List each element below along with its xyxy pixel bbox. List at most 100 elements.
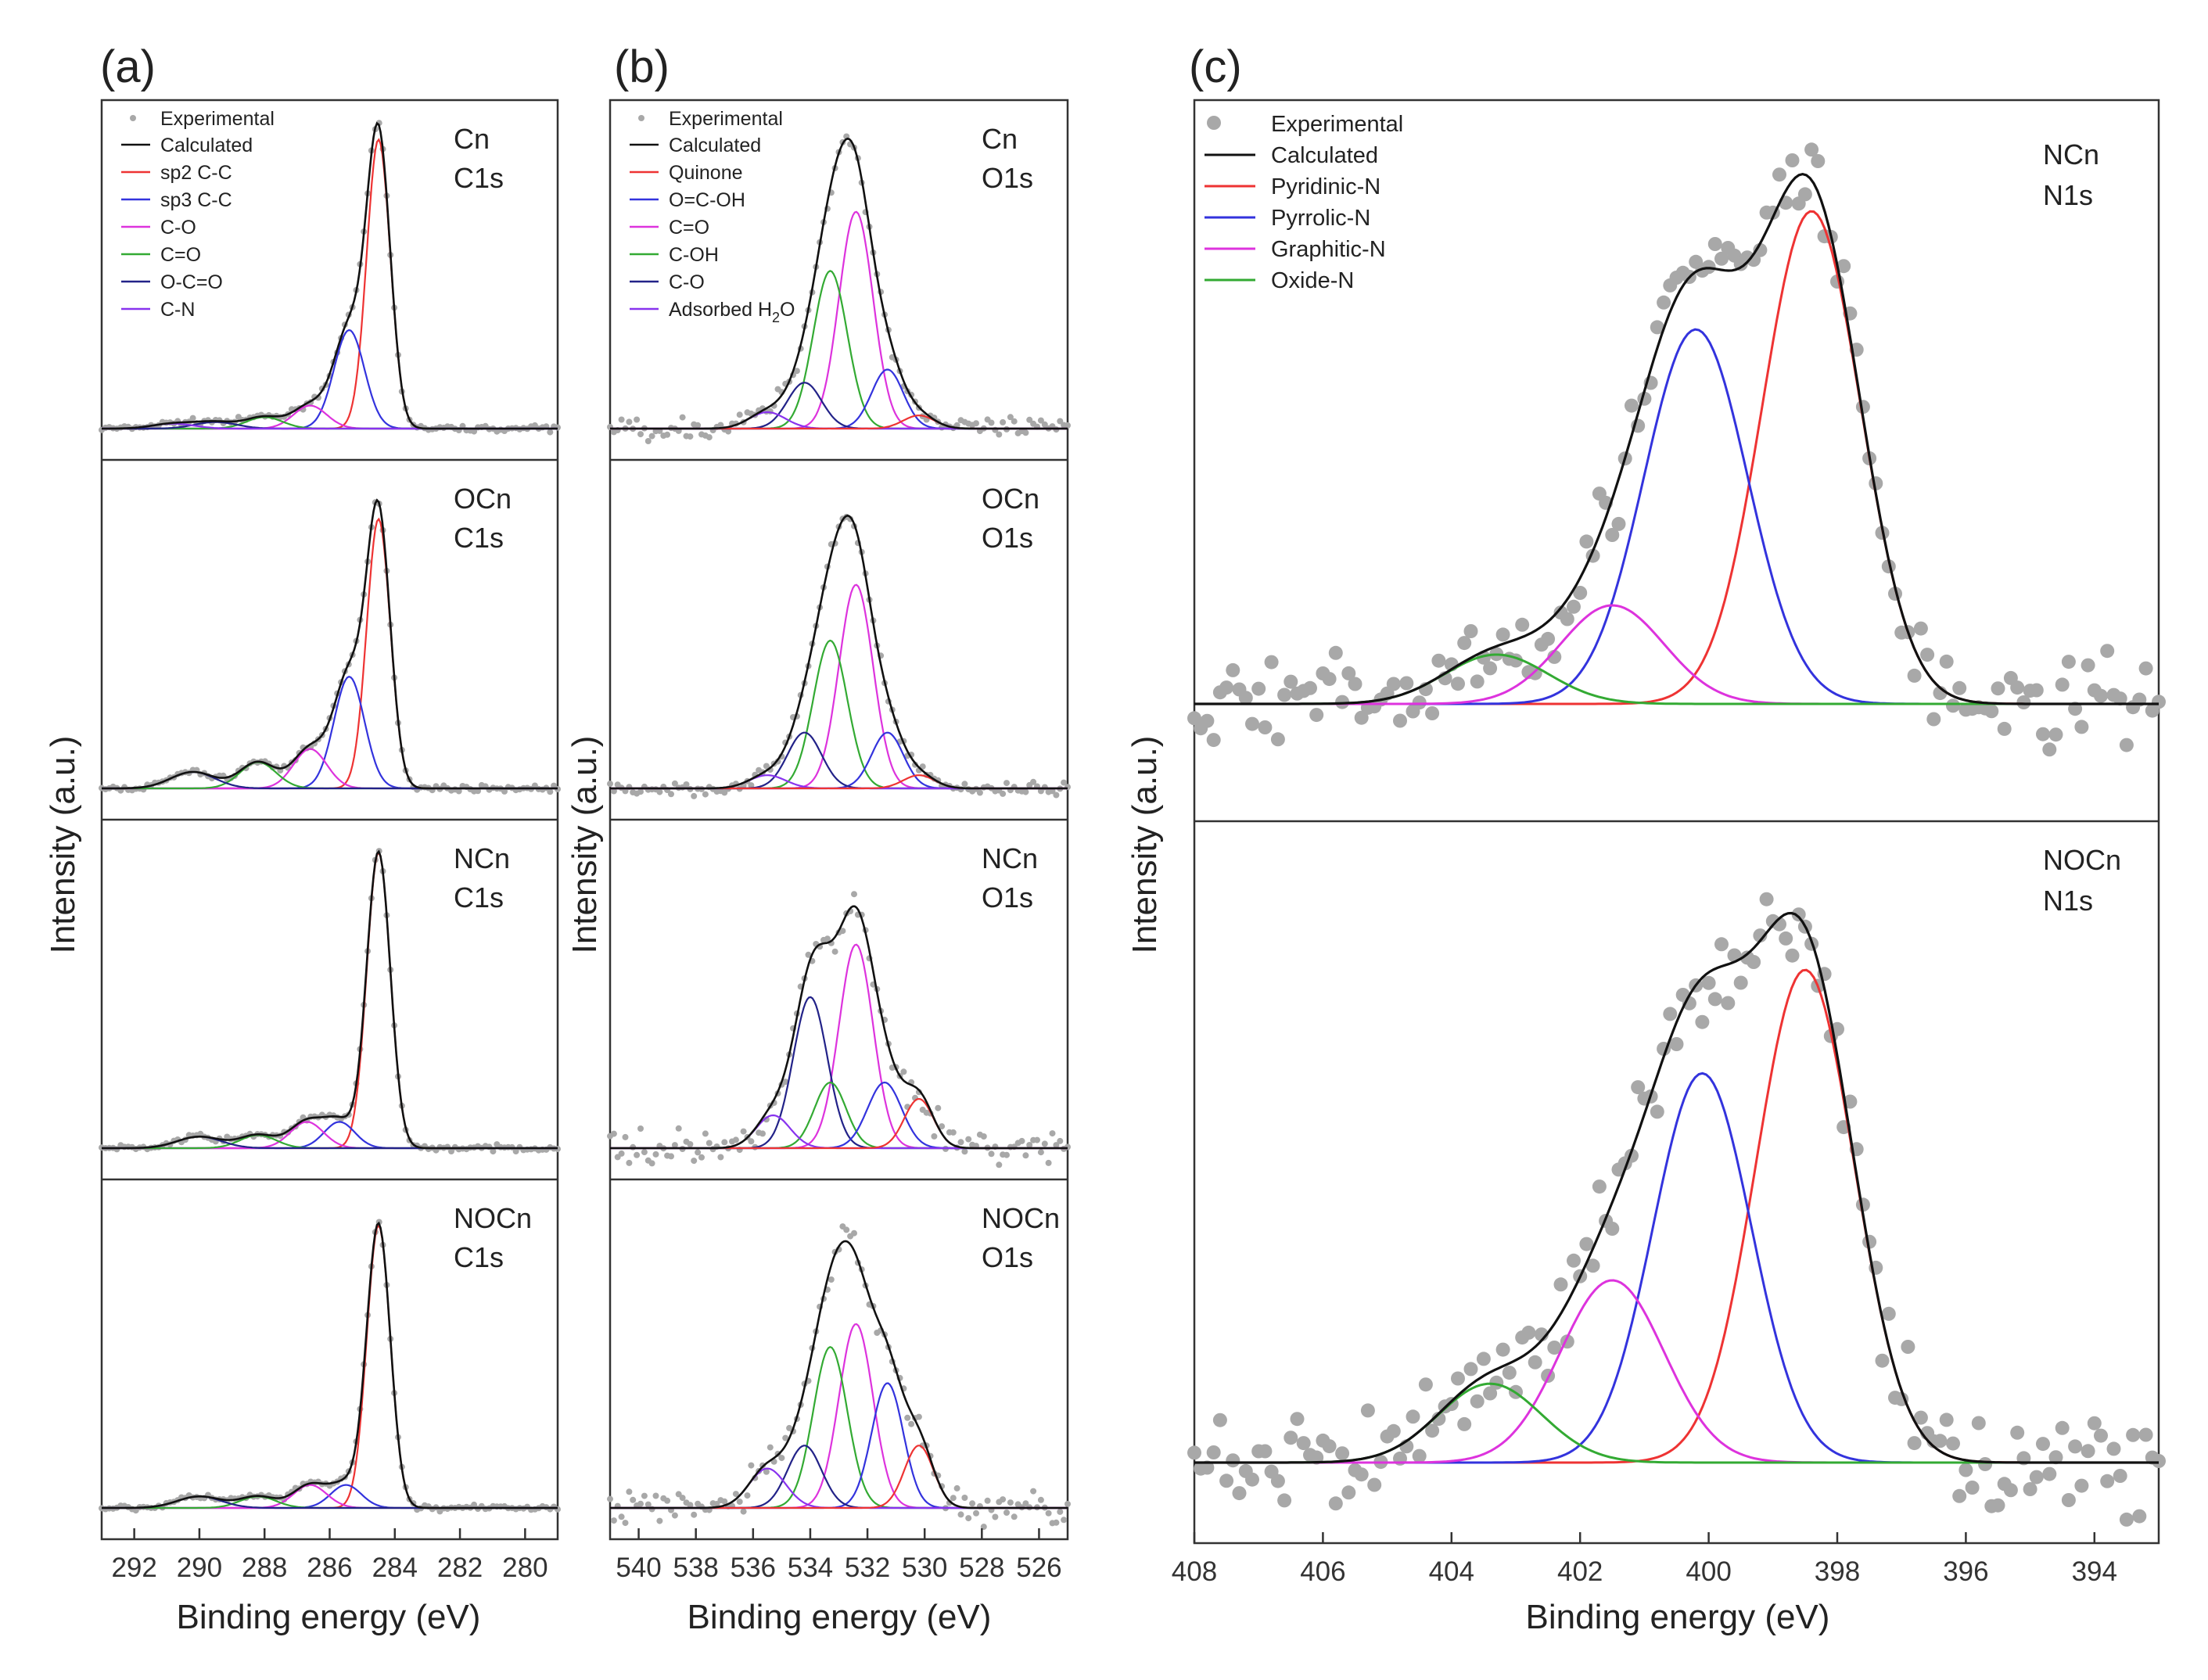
x-tick-label: 526: [1016, 1553, 1061, 1583]
exp-point: [2042, 1466, 2057, 1481]
exp-point: [1003, 1151, 1010, 1158]
exp-point: [1258, 720, 1273, 734]
exp-point: [1309, 708, 1324, 723]
exp-point: [547, 429, 554, 436]
exp-point: [691, 1158, 698, 1165]
exp-point: [824, 935, 831, 942]
exp-point: [1412, 1448, 1427, 1463]
exp-point: [648, 1160, 655, 1167]
exp-point: [1348, 677, 1362, 691]
exp-point: [664, 1497, 671, 1504]
exp-point: [687, 433, 694, 440]
a2-calculated-envelope: [102, 498, 558, 790]
legend-b-experimental-marker: [638, 115, 644, 121]
exp-point: [1631, 1080, 1646, 1095]
exp-point: [744, 1492, 751, 1499]
exp-point: [984, 1497, 991, 1504]
a4-calculated-envelope: [102, 1221, 558, 1509]
x-tick-label: 528: [959, 1553, 1004, 1583]
exp-point: [1978, 1457, 1993, 1471]
exp-point: [1779, 931, 1793, 946]
panel-b-label: (b): [614, 41, 670, 92]
exp-point: [1785, 948, 1800, 963]
exp-point: [1037, 1149, 1044, 1156]
exp-point: [1920, 648, 1935, 662]
panel-a-legend: Experimental Calculated sp2 C-C sp3 C-C …: [121, 108, 275, 321]
exp-point: [957, 1511, 964, 1518]
exp-point: [1037, 417, 1044, 424]
exp-point: [1714, 937, 1729, 952]
exp-point: [2094, 688, 2108, 703]
exp-point: [1290, 1412, 1305, 1427]
exp-point: [1753, 928, 1768, 943]
exp-point: [634, 416, 641, 423]
exp-point: [851, 891, 857, 898]
exp-point: [1515, 617, 1530, 632]
exp-point: [702, 791, 709, 798]
exp-point: [1412, 695, 1427, 710]
exp-point: [1367, 1477, 1382, 1492]
exp-point: [1669, 1037, 1684, 1051]
exp-point: [965, 1515, 972, 1522]
exp-point: [2132, 1509, 2147, 1524]
exp-point: [900, 1068, 907, 1075]
exp-point: [988, 419, 995, 426]
exp-point: [1045, 1159, 1052, 1166]
exp-point: [748, 782, 755, 789]
exp-point: [961, 1495, 968, 1501]
exp-point: [1018, 1137, 1025, 1144]
exp-point: [1991, 681, 2005, 696]
exp-point: [1053, 1142, 1060, 1149]
exp-point: [1495, 1342, 1510, 1357]
exp-point: [1611, 516, 1626, 531]
exp-point: [2087, 1416, 2102, 1431]
legend-a-calculated: Calculated: [160, 135, 253, 156]
exp-point: [1625, 398, 1639, 413]
exp-point: [2061, 655, 2076, 669]
exp-point: [1811, 154, 1826, 168]
exp-point: [618, 1513, 625, 1520]
exp-point: [652, 1151, 659, 1158]
exp-point: [2023, 1482, 2037, 1496]
exp-point: [961, 781, 968, 788]
legend-c-experimental: Experimental: [1271, 112, 1403, 137]
exp-point: [2074, 1478, 2089, 1493]
exp-point: [610, 788, 617, 795]
exp-point: [1057, 1137, 1064, 1144]
c2-calculated-envelope: [1194, 911, 2159, 1464]
exp-point: [2029, 1470, 2044, 1484]
exp-point: [721, 789, 728, 796]
legend-b-calculated: Calculated: [669, 135, 761, 156]
legend-b-coh: C-OH: [669, 244, 719, 266]
exp-point: [1483, 1386, 1498, 1401]
exp-point: [698, 1154, 705, 1161]
a3-title-sample: NCn: [454, 842, 510, 874]
exp-point: [732, 1136, 739, 1143]
panel-a: 292 290 288 286 284 282 280 Experimental Calcu…: [99, 99, 561, 1583]
exp-point: [2016, 695, 2031, 709]
exp-point: [996, 431, 1003, 438]
b2-calculated-envelope: [610, 514, 1068, 790]
exp-point: [732, 1491, 739, 1498]
panel-b-xlabel: Binding energy (eV): [688, 1598, 992, 1636]
x-tick-label: 408: [1172, 1556, 1217, 1587]
exp-point: [1200, 1460, 1215, 1475]
exp-point: [1057, 1508, 1064, 1515]
exp-point: [687, 1502, 694, 1509]
exp-point: [671, 1142, 678, 1149]
c1-title-core: N1s: [2043, 179, 2093, 211]
exp-point: [1502, 1366, 1517, 1380]
x-tick-label: 402: [1557, 1556, 1603, 1587]
exp-point: [2081, 1444, 2095, 1459]
exp-point: [641, 1149, 648, 1156]
exp-point: [1053, 1519, 1060, 1526]
exp-point: [1061, 779, 1068, 786]
exp-point: [1030, 1488, 1037, 1495]
exp-point: [656, 1517, 663, 1524]
exp-point: [1567, 1253, 1581, 1268]
exp-point: [1804, 142, 1819, 157]
exp-point: [2068, 702, 2083, 716]
exp-point: [675, 1125, 682, 1132]
exp-point: [1341, 1485, 1356, 1500]
exp-point: [1553, 1277, 1568, 1292]
